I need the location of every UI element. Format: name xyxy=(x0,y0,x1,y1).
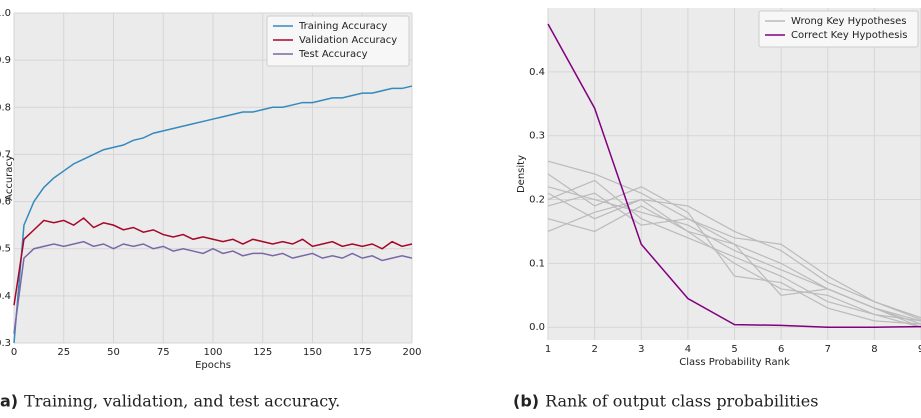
series-line xyxy=(547,198,921,319)
y-axis-label: Density xyxy=(516,155,527,193)
series-line xyxy=(547,23,921,328)
y-tick-label: 0.8 xyxy=(0,102,11,113)
caption: Training, validation, and test accuracy. xyxy=(24,392,340,411)
x-axis-label: Class Probability Rank xyxy=(679,357,790,368)
series-line xyxy=(13,240,413,334)
series-line xyxy=(547,192,921,328)
caption: Rank of output class probabilities xyxy=(545,392,818,411)
x-tick-label: 5 xyxy=(731,344,737,355)
series-line xyxy=(547,179,921,322)
legend-label: Correct Key Hypothesis xyxy=(791,30,908,41)
legend-label: Validation Accuracy xyxy=(299,35,397,46)
y-tick-label: 1.0 xyxy=(0,8,11,19)
x-tick-label: 125 xyxy=(253,347,272,358)
caption-label: a) xyxy=(0,392,18,411)
x-tick-label: 75 xyxy=(157,347,170,358)
x-tick-label: 175 xyxy=(353,347,372,358)
x-tick-label: 0 xyxy=(11,347,17,358)
legend-box xyxy=(758,10,919,48)
y-tick-label: 0.4 xyxy=(0,291,11,302)
x-tick-label: 200 xyxy=(402,347,421,358)
y-tick-label: 0.3 xyxy=(529,131,545,142)
y-tick-label: 0.0 xyxy=(529,322,545,333)
x-tick-label: 7 xyxy=(825,344,831,355)
x-tick-label: 1 xyxy=(545,344,551,355)
series-line xyxy=(547,173,921,325)
y-tick-label: 0.1 xyxy=(529,258,545,269)
x-tick-label: 9 xyxy=(918,344,921,355)
legend-label: Training Accuracy xyxy=(298,21,387,32)
y-tick-label: 0.3 xyxy=(0,338,11,349)
series-line xyxy=(547,205,921,328)
x-tick-label: 4 xyxy=(685,344,691,355)
legend-label: Wrong Key Hypotheses xyxy=(791,16,907,27)
x-tick-label: 50 xyxy=(107,347,120,358)
x-tick-label: 6 xyxy=(778,344,784,355)
y-tick-label: 0.9 xyxy=(0,55,11,66)
legend-label: Test Accuracy xyxy=(298,49,368,60)
x-axis-label: Epochs xyxy=(195,360,231,371)
x-tick-label: 25 xyxy=(57,347,70,358)
caption-label: (b) xyxy=(513,392,539,411)
y-tick-label: 0.2 xyxy=(529,195,545,206)
y-tick-label: 0.5 xyxy=(0,244,11,255)
y-tick-label: 0.7 xyxy=(0,149,11,160)
x-tick-label: 2 xyxy=(591,344,597,355)
x-tick-label: 150 xyxy=(303,347,322,358)
series-line xyxy=(13,85,413,344)
y-tick-label: 0.6 xyxy=(0,197,11,208)
x-tick-label: 8 xyxy=(871,344,877,355)
y-tick-label: 0.4 xyxy=(529,67,545,78)
series-line xyxy=(13,217,413,306)
legend-box xyxy=(266,15,410,67)
series-line xyxy=(547,192,921,321)
y-axis-label: Accuracy xyxy=(4,155,15,201)
x-tick-label: 100 xyxy=(203,347,222,358)
x-tick-label: 3 xyxy=(638,344,644,355)
